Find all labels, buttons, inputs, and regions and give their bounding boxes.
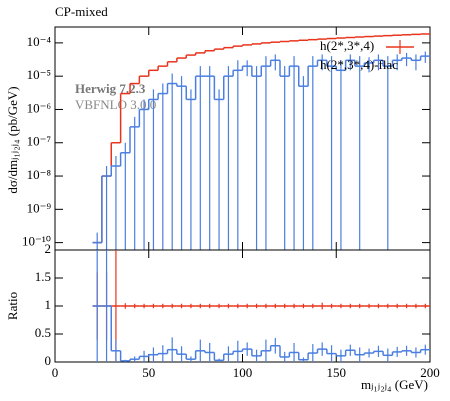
annotation: VBFNLO 3.0.0 [75,97,156,112]
x-tick-label: 200 [420,365,440,380]
x-tick-label: 50 [142,365,155,380]
annotation: Herwig 7.2.3 [75,81,146,96]
y-tick-label: 2 [45,241,52,256]
y-axis-label: dσ/dmⱼ₁ⱼ₂ⱼ₄ (pb/GeV) [5,86,20,193]
y-tick-label: 10⁻⁶ [27,100,51,115]
y-tick-label: 10⁻¹⁰ [22,234,51,249]
y-tick-label: 0.5 [35,325,51,340]
ratio-axis-label: Ratio [5,292,20,320]
legend-label: h(2*,3*,4)-flac [320,57,398,72]
x-tick-label: 150 [327,365,347,380]
y-tick-label: 10⁻⁸ [27,167,52,182]
y-tick-label: 1.5 [35,269,51,284]
chart-title: CP-mixed [55,4,108,19]
y-tick-label: 10⁻⁷ [27,134,51,149]
x-axis-label: mⱼ₁ⱼ₂ⱼ₄ (GeV) [361,377,428,392]
x-tick-label: 0 [52,365,59,380]
x-tick-label: 100 [233,365,253,380]
y-tick-label: 0 [45,353,52,368]
y-tick-label: 10⁻⁵ [27,67,51,82]
y-tick-label: 10⁻⁴ [27,34,52,49]
legend-label: h(2*,3*,4) [320,38,374,53]
y-tick-label: 1 [45,297,52,312]
y-tick-label: 10⁻⁹ [27,200,52,215]
